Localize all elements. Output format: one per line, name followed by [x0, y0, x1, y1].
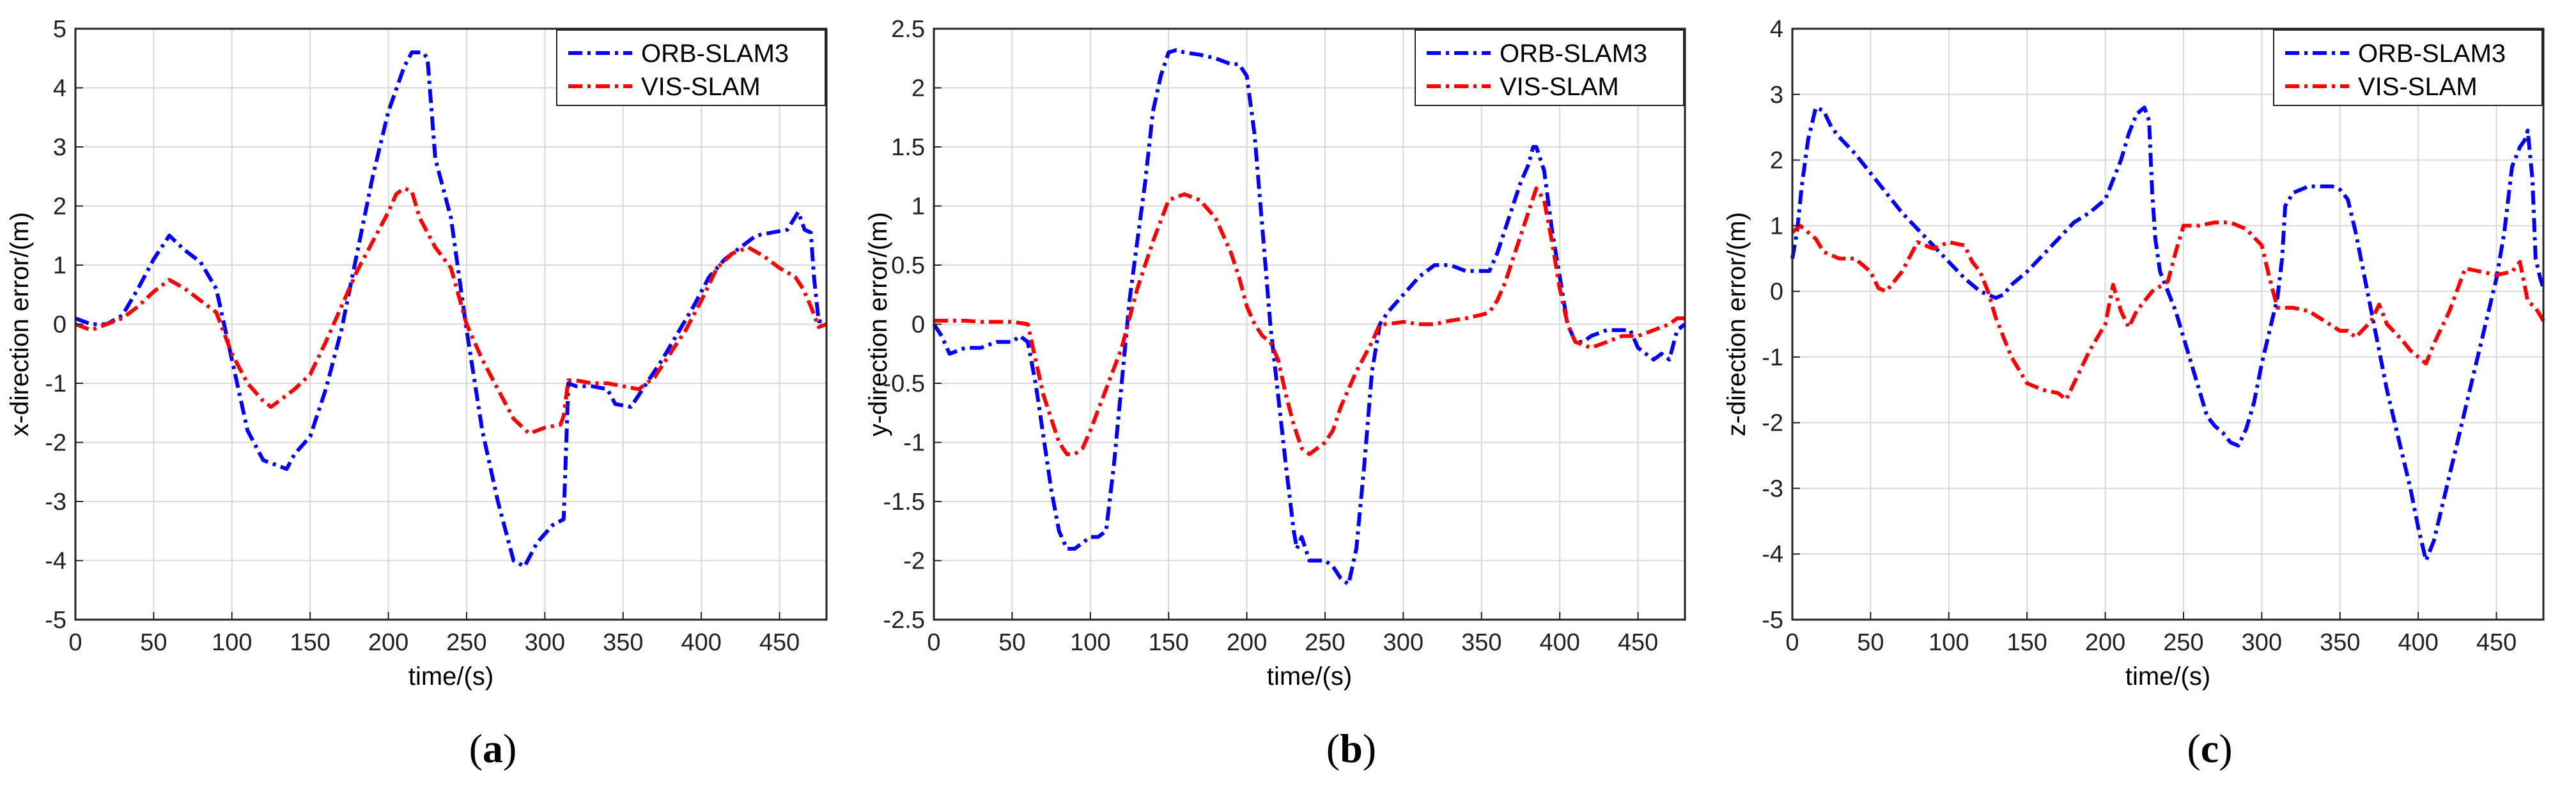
- y-tick-label: 0: [1770, 279, 1783, 305]
- x-tick-label: 350: [2320, 629, 2360, 656]
- y-tick-label: -2: [1762, 410, 1783, 437]
- y-tick-label: 4: [53, 75, 66, 102]
- y-tick-label: 1: [53, 252, 66, 279]
- x-tick-label: 400: [2398, 629, 2438, 656]
- y-tick-label: -2: [45, 430, 66, 457]
- y-tick-label: -1.5: [883, 489, 925, 516]
- y-tick-label: -2.5: [883, 607, 925, 634]
- y-tick-label: -1: [45, 371, 66, 397]
- y-tick-label: -0.5: [883, 371, 925, 397]
- x-tick-label: 250: [446, 629, 486, 656]
- x-tick-label: 300: [2242, 629, 2282, 656]
- y-axis-label-b: y-direction error/(m): [864, 212, 892, 436]
- x-tick-label: 50: [1857, 629, 1884, 656]
- series-line-orb-slam3-b: [932, 48, 1686, 586]
- legend-box: [556, 29, 826, 106]
- chart-a-svg: 0 50 100 150 200 250 300 350 400 450 5 4 3 2 1 0 -1 -2 -3 -…: [6, 16, 828, 691]
- chart-b-svg: 0 50 100 150 200 250 300 350 400 4502.521.510.50-…: [864, 16, 1686, 691]
- x-tick-label: 150: [290, 629, 330, 656]
- y-axis-label-c: z-direction error/(m): [1723, 212, 1751, 436]
- x-tick-label: 200: [368, 629, 408, 656]
- x-axis-label-c: time/(s): [2125, 662, 2210, 691]
- series-line-vis-slam-a: [74, 186, 828, 436]
- y-tick-label: -1: [1762, 344, 1783, 371]
- x-tick-label: 200: [1227, 629, 1267, 656]
- chart-panel-a: 0 50 100 150 200 250 300 350 400 450 5 4 3 2 1 0 -1 -2 -3 -…: [0, 0, 858, 803]
- legend-label-orb-slam3: ORB-SLAM3: [641, 40, 789, 68]
- series-line-orb-slam3-c: [1790, 105, 2545, 563]
- legend-c: ORB-SLAM3 VIS-SLAM: [2273, 29, 2543, 106]
- legend-box: [2273, 29, 2543, 106]
- x-tick-label: 200: [2085, 629, 2125, 656]
- legend-box: [1415, 29, 1684, 106]
- y-tick-label: 1: [912, 194, 925, 220]
- x-tick-label: 350: [1461, 629, 1501, 656]
- y-axis-label-a: x-direction error/(m): [6, 212, 34, 436]
- y-tick-label: 0.5: [891, 252, 925, 279]
- x-tick-label: 150: [2006, 629, 2047, 656]
- y-tick-label: -1: [903, 430, 925, 457]
- legend-b: ORB-SLAM3 VIS-SLAM: [1415, 29, 1684, 106]
- series-line-vis-slam-b: [934, 186, 1685, 456]
- y-tick-label: 0: [912, 312, 925, 339]
- x-tick-label: 450: [759, 629, 800, 656]
- series-line-vis-slam-c: [1791, 220, 2545, 402]
- chart-panel-c: 0 50 100 150 200 250 300 350 400 450 4 3 2 1 0 -1 -2 -3 -4…: [1717, 0, 2576, 803]
- legend-label-vis-slam: VIS-SLAM: [641, 73, 761, 101]
- x-tick-label: 250: [1305, 629, 1345, 656]
- y-tick-label: -5: [1762, 607, 1783, 634]
- x-tick-label: 100: [212, 629, 252, 656]
- caption-b: (b): [1326, 726, 1377, 771]
- y-tick-label: -2: [903, 548, 925, 575]
- x-axis-label-b: time/(s): [1267, 662, 1352, 691]
- y-tick-label: -3: [1762, 475, 1783, 502]
- y-tick-label: 1: [1770, 213, 1783, 240]
- x-tick-label: 0: [927, 629, 940, 656]
- plot-area-c: [1792, 29, 2543, 620]
- y-tick-label: 1.5: [891, 134, 925, 161]
- caption-c: (c): [2187, 726, 2233, 771]
- x-tick-label: 300: [525, 629, 565, 656]
- chart-c-svg: 0 50 100 150 200 250 300 350 400 450 4 3 2 1 0 -1 -2 -3 -4…: [1723, 16, 2545, 691]
- legend-label-vis-slam: VIS-SLAM: [1500, 73, 1619, 101]
- axes-frame-c: [1791, 27, 2545, 621]
- y-tick-label: -4: [45, 548, 66, 575]
- x-tick-label: 50: [998, 629, 1025, 656]
- x-tick-label: 100: [1928, 629, 1969, 656]
- y-tick-label: 0: [53, 312, 66, 339]
- y-tick-label: 3: [53, 134, 66, 161]
- x-tick-label: 0: [68, 629, 82, 656]
- y-tick-label: 3: [1770, 82, 1783, 109]
- y-tick-label: 2.5: [891, 16, 925, 43]
- y-tick-label: 2: [1770, 148, 1783, 174]
- x-axis-label-a: time/(s): [408, 662, 493, 691]
- y-tick-label: -3: [45, 489, 66, 516]
- legend-label-orb-slam3: ORB-SLAM3: [1500, 40, 1647, 68]
- chart-panel-b: 0 50 100 150 200 250 300 350 400 450 2.5 2 1.5 1 0.5 0-…: [858, 0, 1717, 803]
- y-tick-label: 4: [1770, 16, 1783, 43]
- x-tick-label: 0: [1785, 629, 1799, 656]
- x-tick-label: 400: [681, 629, 721, 656]
- y-tick-label: -4: [1762, 541, 1783, 568]
- y-tick-label: 2: [53, 194, 66, 220]
- legend-a: ORB-SLAM3 VIS-SLAM: [556, 29, 826, 106]
- legend-label-orb-slam3: ORB-SLAM3: [2358, 40, 2506, 68]
- x-tick-label: 400: [1539, 629, 1579, 656]
- caption-a: (a): [469, 726, 517, 771]
- x-tick-label: 450: [2476, 629, 2517, 656]
- x-tick-label: 300: [1383, 629, 1424, 656]
- x-tick-label: 250: [2163, 629, 2203, 656]
- x-tick-label: 150: [1148, 629, 1188, 656]
- x-tick-label: 450: [1618, 629, 1658, 656]
- x-tick-label: 350: [603, 629, 643, 656]
- x-tick-label: 100: [1070, 629, 1110, 656]
- y-tick-label: 2: [912, 75, 925, 102]
- x-tick-label: 50: [140, 629, 167, 656]
- y-tick-label: -5: [45, 607, 66, 634]
- y-tick-label: 5: [53, 16, 66, 43]
- legend-label-vis-slam: VIS-SLAM: [2358, 73, 2478, 101]
